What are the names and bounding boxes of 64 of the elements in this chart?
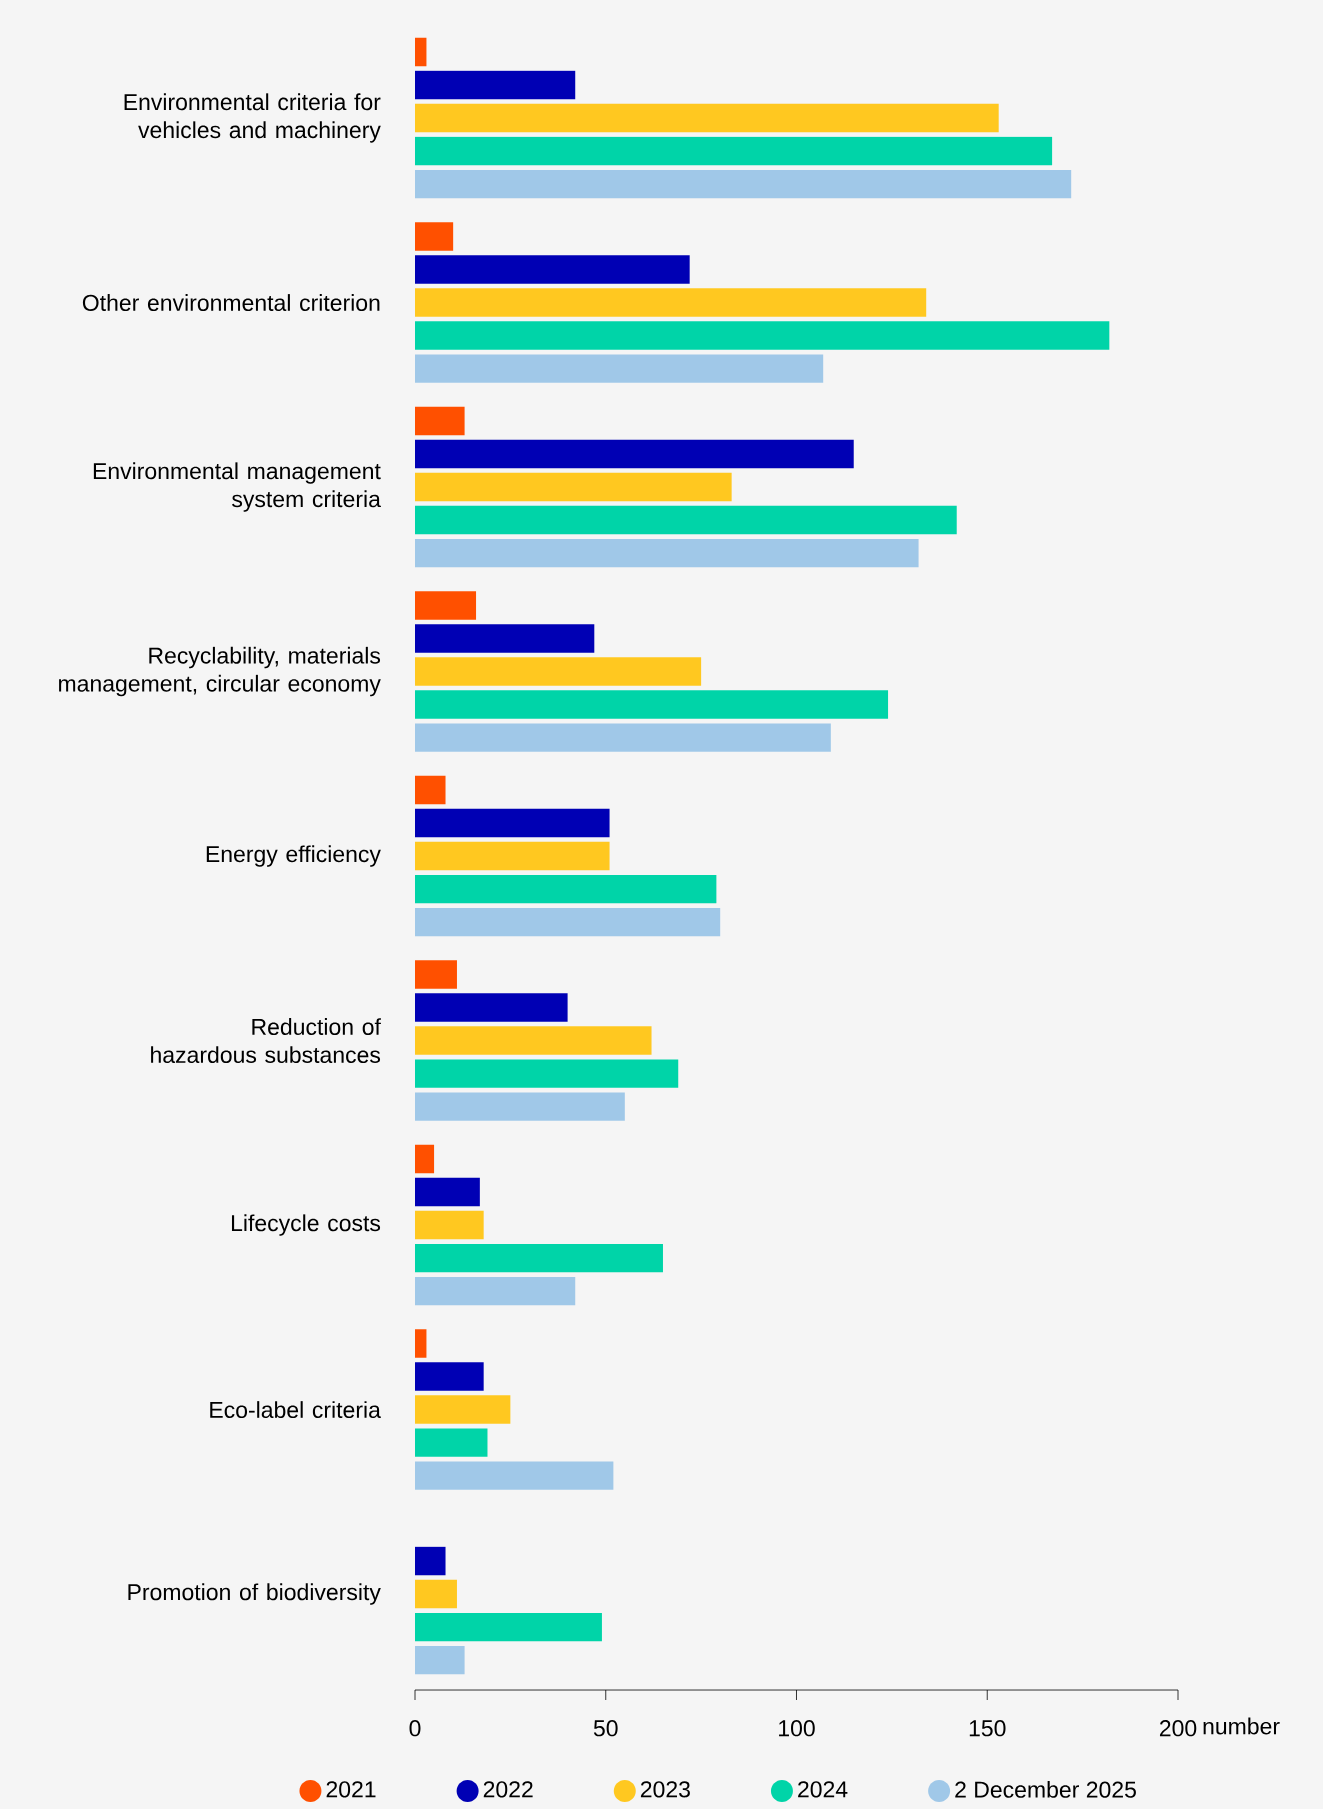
y-tick-label: Recyclability, materials management, circular economy	[59, 646, 381, 697]
y-tick-label: Promotion of biodiversity	[128, 1583, 381, 1605]
bar	[415, 775, 446, 805]
bar	[415, 808, 610, 838]
bar	[415, 624, 595, 653]
bar	[415, 1210, 484, 1240]
bar	[415, 321, 1110, 350]
bar	[415, 472, 732, 502]
bar	[415, 354, 824, 383]
bar	[415, 874, 717, 904]
bar	[415, 907, 721, 937]
bar	[415, 70, 576, 100]
x-tick-label: 50	[593, 1720, 618, 1737]
x-tick-label: 0	[409, 1720, 421, 1737]
bar	[415, 1177, 480, 1207]
x-tick-label: 150	[969, 1720, 1006, 1737]
y-tick-label: Environmental criteria for vehicles and machinery	[124, 93, 381, 143]
bar	[415, 1092, 625, 1121]
legend-label: 2 December 2025	[955, 1780, 1136, 1798]
y-tick-label: Energy efficiency	[206, 845, 381, 867]
bar	[415, 1461, 614, 1490]
bar	[415, 1546, 446, 1576]
bar	[415, 1144, 435, 1174]
x-tick-label: 200	[1159, 1720, 1197, 1737]
bar	[415, 1362, 484, 1391]
bar	[415, 591, 477, 620]
bar	[415, 841, 610, 871]
bar	[415, 255, 690, 284]
legend-label: 2021	[326, 1781, 376, 1798]
bar	[415, 103, 999, 133]
bar	[415, 136, 1053, 166]
y-tick-label: Other environmental criterion	[82, 294, 380, 311]
bar	[415, 1395, 511, 1424]
bar	[415, 1428, 488, 1457]
bar	[415, 406, 465, 436]
bar	[415, 222, 454, 251]
bar	[415, 37, 427, 67]
bar	[415, 1059, 679, 1088]
bar	[415, 960, 457, 989]
bar	[415, 1026, 652, 1055]
y-tick-label: Eco-label criteria	[210, 1401, 381, 1419]
bar	[415, 288, 927, 317]
bar	[415, 1276, 576, 1306]
bar	[415, 690, 889, 719]
bar	[415, 505, 957, 535]
y-tick-label: Environmental management system criteria	[93, 462, 381, 512]
bar	[415, 1579, 457, 1609]
bar	[415, 657, 702, 686]
bar	[415, 1243, 663, 1273]
bar	[415, 1645, 465, 1675]
y-tick-label: Reduction of hazardous substances	[151, 1018, 381, 1063]
bar	[415, 169, 1072, 199]
x-tick-label: 100	[779, 1720, 815, 1737]
legend-label: 2022	[483, 1781, 533, 1798]
bar	[415, 1329, 427, 1358]
bar	[415, 723, 831, 752]
bar	[415, 1612, 602, 1642]
legend-label: 2024	[798, 1781, 848, 1798]
bar	[415, 993, 568, 1022]
bar	[415, 538, 919, 568]
legend-label: 2023	[640, 1781, 690, 1798]
x-axis-title: number	[1203, 1717, 1280, 1735]
y-tick-label: Lifecycle costs	[231, 1214, 381, 1236]
bar	[415, 439, 854, 469]
